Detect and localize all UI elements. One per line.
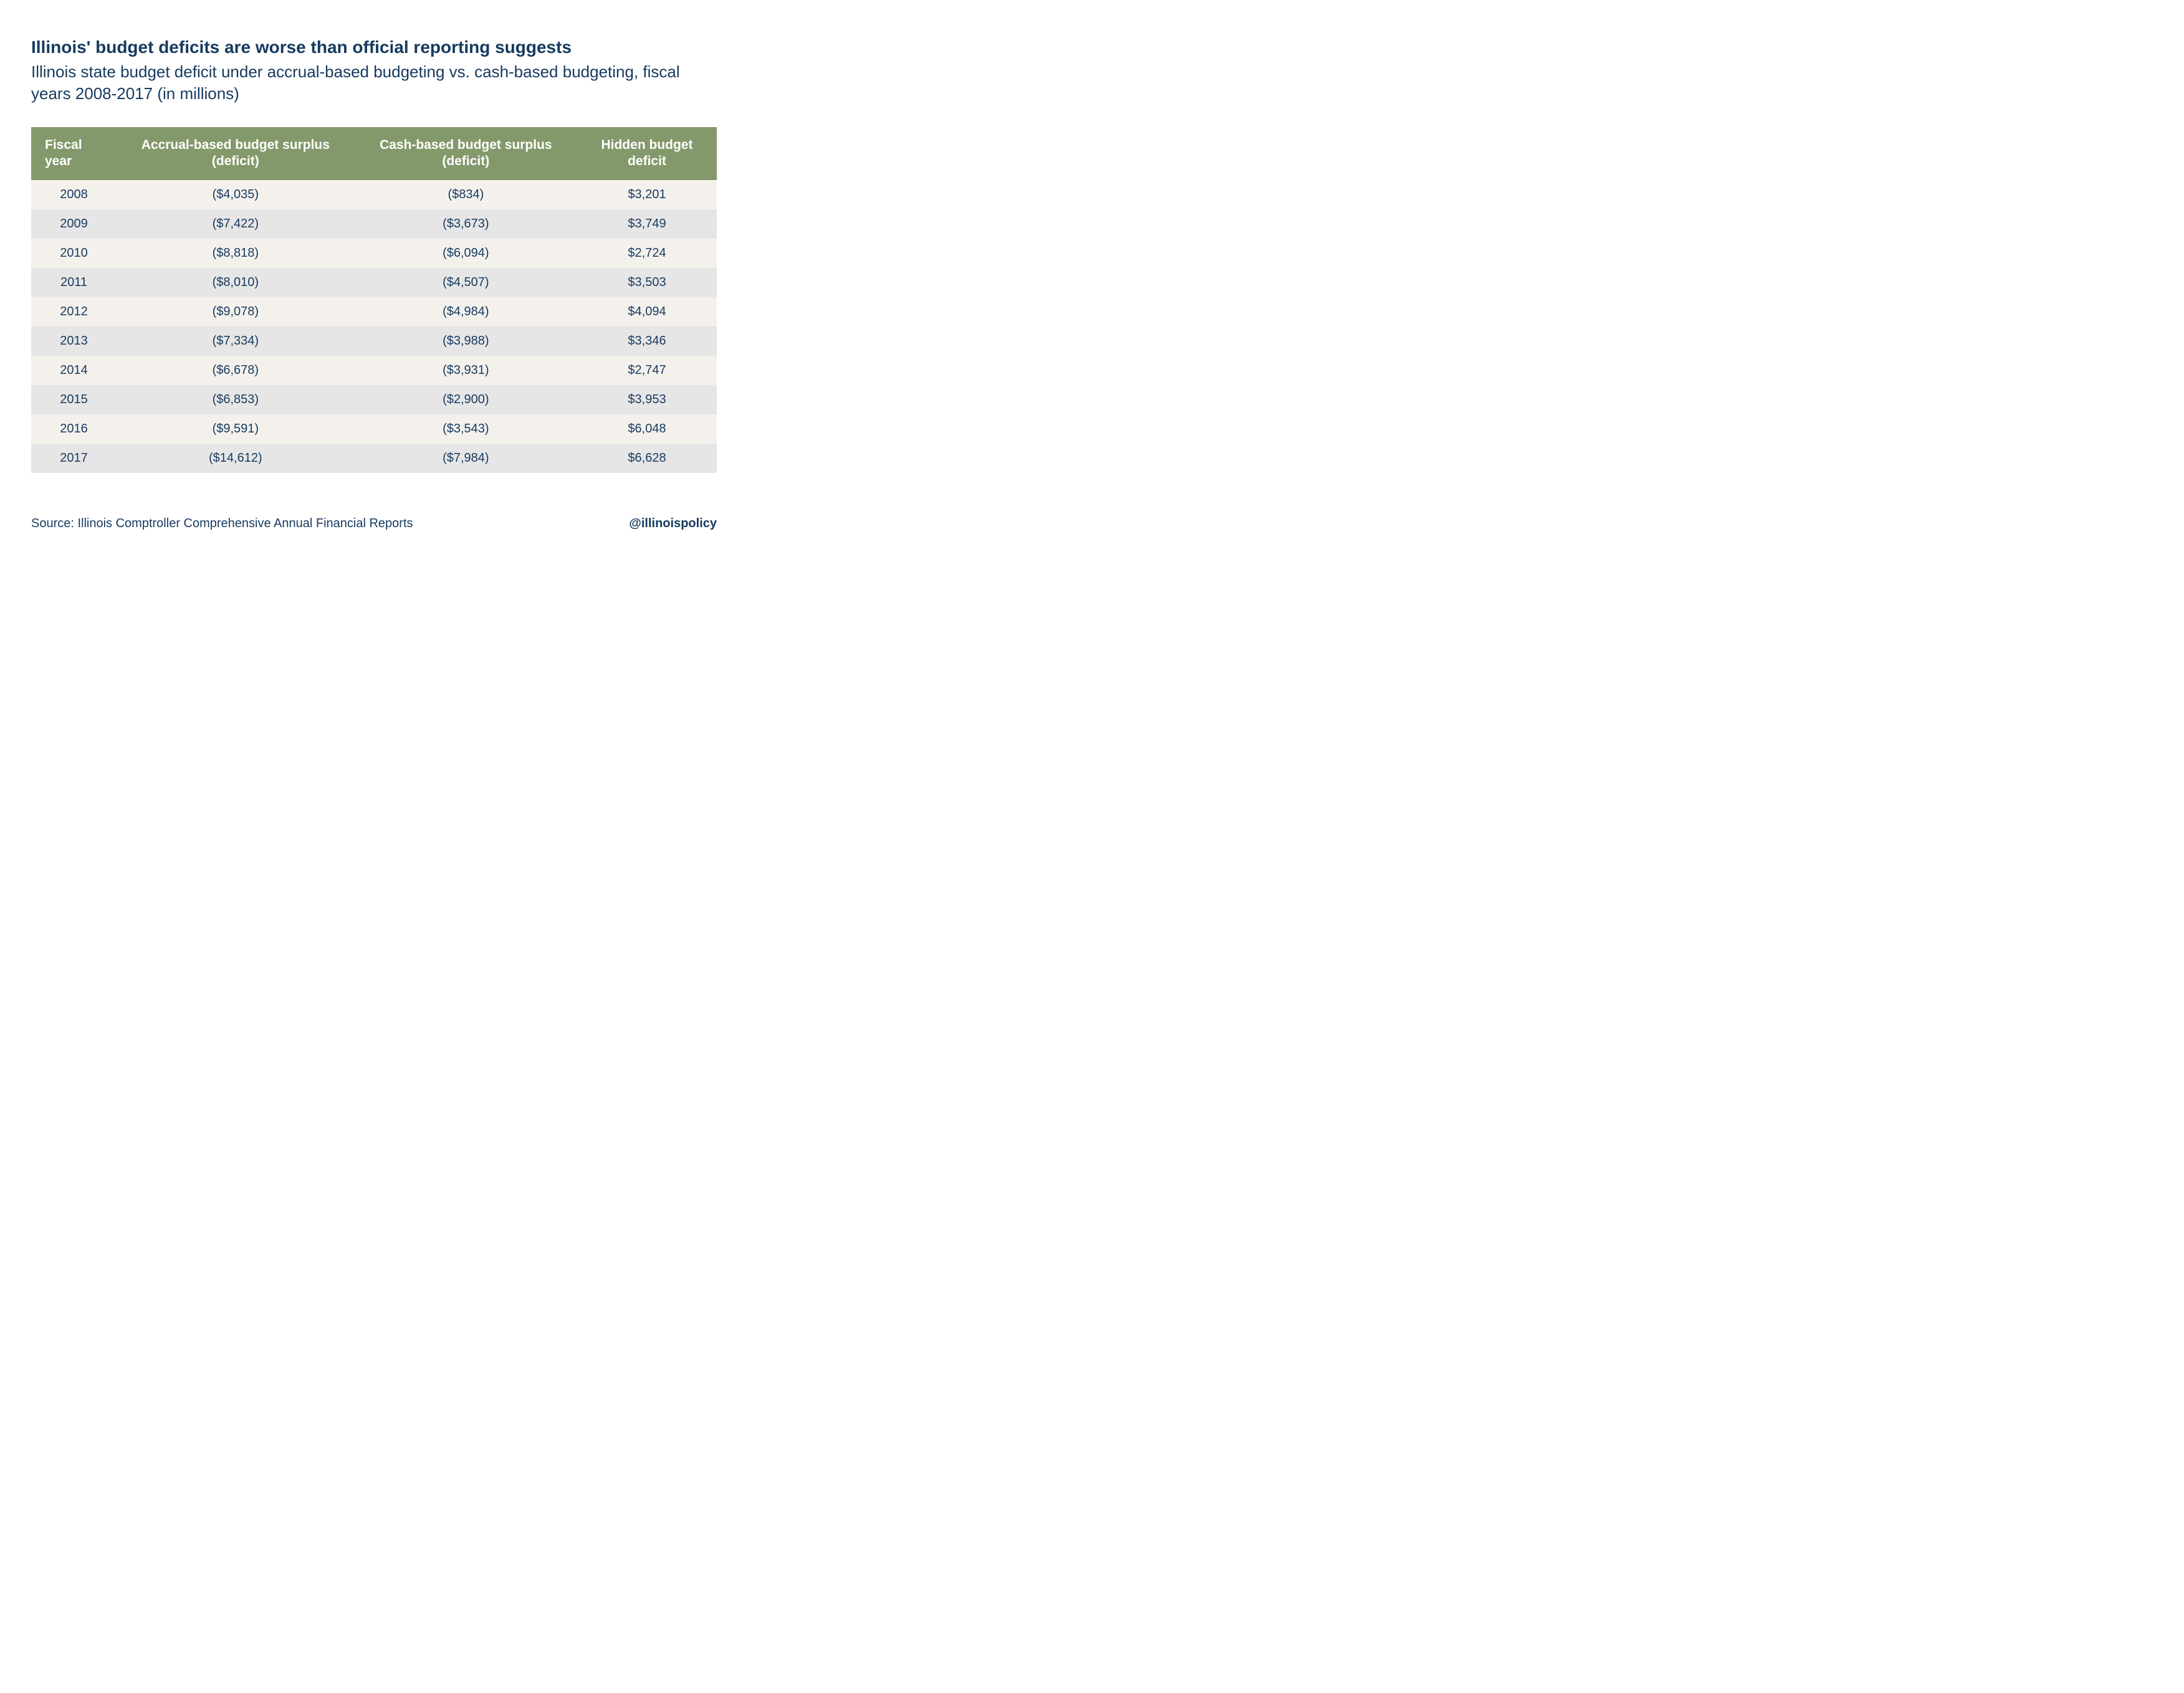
table-cell: ($8,818)	[117, 239, 355, 268]
table-cell: $6,628	[577, 444, 717, 473]
table-cell: $3,503	[577, 268, 717, 297]
source-text: Source: Illinois Comptroller Comprehensi…	[31, 517, 413, 531]
table-cell: ($6,678)	[117, 356, 355, 385]
table-cell: $3,201	[577, 180, 717, 209]
table-cell: 2015	[31, 385, 117, 414]
table-cell: 2013	[31, 327, 117, 356]
table-row: 2011($8,010)($4,507)$3,503	[31, 268, 717, 297]
table-row: 2017($14,612)($7,984)$6,628	[31, 444, 717, 473]
table-cell: $2,747	[577, 356, 717, 385]
table-cell: ($4,984)	[355, 297, 577, 327]
table-cell: ($3,673)	[355, 209, 577, 239]
table-cell: $3,953	[577, 385, 717, 414]
col-header-accrual: Accrual-based budget surplus (deficit)	[117, 127, 355, 180]
table-cell: ($4,507)	[355, 268, 577, 297]
table-cell: ($9,078)	[117, 297, 355, 327]
table-cell: ($8,010)	[117, 268, 355, 297]
table-cell: 2014	[31, 356, 117, 385]
table-row: 2016($9,591)($3,543)$6,048	[31, 414, 717, 444]
budget-table: Fiscal year Accrual-based budget surplus…	[31, 127, 717, 473]
table-cell: ($6,853)	[117, 385, 355, 414]
chart-title: Illinois' budget deficits are worse than…	[31, 37, 717, 57]
table-row: 2013($7,334)($3,988)$3,346	[31, 327, 717, 356]
table-cell: 2012	[31, 297, 117, 327]
col-header-fiscal-year: Fiscal year	[31, 127, 117, 180]
table-cell: ($14,612)	[117, 444, 355, 473]
table-cell: $6,048	[577, 414, 717, 444]
table-cell: $2,724	[577, 239, 717, 268]
col-header-hidden: Hidden budget deficit	[577, 127, 717, 180]
table-cell: $3,749	[577, 209, 717, 239]
table-cell: $4,094	[577, 297, 717, 327]
social-handle: @illinoispolicy	[629, 517, 717, 531]
table-cell: ($4,035)	[117, 180, 355, 209]
table-row: 2014($6,678)($3,931)$2,747	[31, 356, 717, 385]
table-cell: ($7,334)	[117, 327, 355, 356]
table-header-row: Fiscal year Accrual-based budget surplus…	[31, 127, 717, 180]
table-cell: ($6,094)	[355, 239, 577, 268]
table-cell: ($7,422)	[117, 209, 355, 239]
table-cell: 2010	[31, 239, 117, 268]
table-cell: 2009	[31, 209, 117, 239]
table-row: 2009($7,422)($3,673)$3,749	[31, 209, 717, 239]
table-cell: ($2,900)	[355, 385, 577, 414]
col-header-cash: Cash-based budget surplus (deficit)	[355, 127, 577, 180]
table-cell: ($3,988)	[355, 327, 577, 356]
table-row: 2015($6,853)($2,900)$3,953	[31, 385, 717, 414]
table-cell: $3,346	[577, 327, 717, 356]
table-cell: ($3,543)	[355, 414, 577, 444]
table-row: 2010($8,818)($6,094)$2,724	[31, 239, 717, 268]
chart-subtitle: Illinois state budget deficit under accr…	[31, 61, 717, 105]
figure-container: Illinois' budget deficits are worse than…	[31, 37, 717, 531]
footer: Source: Illinois Comptroller Comprehensi…	[31, 517, 717, 531]
table-cell: ($7,984)	[355, 444, 577, 473]
table-cell: ($834)	[355, 180, 577, 209]
table-row: 2012($9,078)($4,984)$4,094	[31, 297, 717, 327]
table-cell: ($3,931)	[355, 356, 577, 385]
table-row: 2008($4,035)($834)$3,201	[31, 180, 717, 209]
table-cell: ($9,591)	[117, 414, 355, 444]
table-body: 2008($4,035)($834)$3,2012009($7,422)($3,…	[31, 180, 717, 473]
table-cell: 2011	[31, 268, 117, 297]
table-cell: 2017	[31, 444, 117, 473]
table-cell: 2008	[31, 180, 117, 209]
table-cell: 2016	[31, 414, 117, 444]
